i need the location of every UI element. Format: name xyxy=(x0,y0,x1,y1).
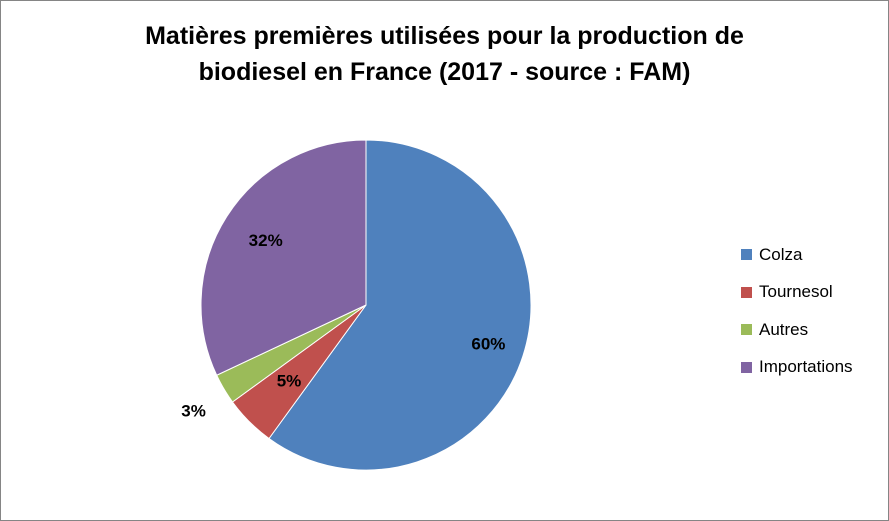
pie-slice-importations xyxy=(200,139,367,376)
legend-label-colza: Colza xyxy=(759,244,803,264)
data-label-tournesol: 5% xyxy=(277,371,302,390)
legend-swatch-colza xyxy=(741,249,752,261)
data-label-colza: 60% xyxy=(471,334,505,353)
legend-label-tournesol: Tournesol xyxy=(759,282,833,302)
legend-item-tournesol: Tournesol xyxy=(741,274,853,312)
chart-title-line-2: biodiesel en France (2017 - source : FAM… xyxy=(198,58,691,86)
legend-item-autres: Autres xyxy=(741,311,853,349)
legend-label-importations: Importations xyxy=(759,357,853,377)
legend-item-importations: Importations xyxy=(741,349,853,387)
legend-item-colza: Colza xyxy=(741,236,853,274)
legend-swatch-autres xyxy=(741,324,752,336)
data-label-importations: 32% xyxy=(249,231,283,250)
pie-slice-colza xyxy=(268,139,532,471)
legend-swatch-importations xyxy=(741,361,752,373)
legend: Colza Tournesol Autres Importations xyxy=(741,236,853,386)
data-label-autres: 3% xyxy=(181,401,206,420)
chart-title: Matières premières utilisées pour la pro… xyxy=(0,18,889,90)
chart-title-line-1: Matières premières utilisées pour la pro… xyxy=(145,22,744,50)
legend-label-autres: Autres xyxy=(759,319,809,339)
legend-swatch-tournesol xyxy=(741,286,752,298)
